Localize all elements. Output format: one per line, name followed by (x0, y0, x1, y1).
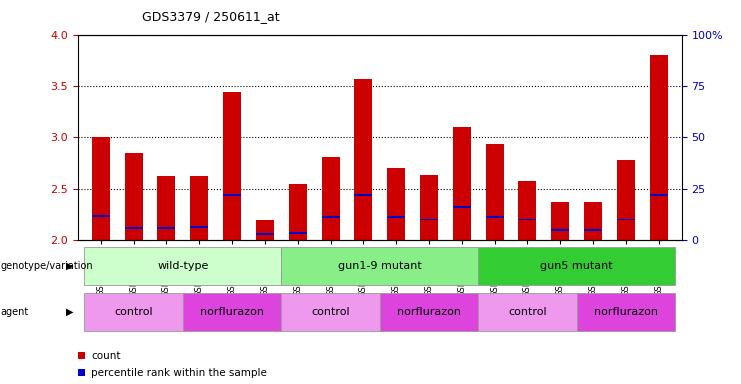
Bar (453, 206, 471, 208)
Bar (256, 220, 274, 240)
Bar (380, 293, 478, 331)
Bar (519, 182, 536, 240)
Text: GDS3379 / 250611_at: GDS3379 / 250611_at (142, 10, 280, 23)
Bar (354, 194, 373, 196)
Bar (617, 218, 635, 220)
Bar (387, 168, 405, 240)
Bar (282, 247, 478, 285)
Bar (322, 157, 339, 240)
Text: control: control (311, 307, 350, 317)
Text: wild-type: wild-type (157, 261, 208, 271)
Text: ▶: ▶ (66, 261, 73, 271)
Bar (478, 293, 576, 331)
Bar (650, 194, 668, 196)
Text: count: count (91, 351, 121, 361)
Bar (92, 137, 110, 240)
Bar (551, 202, 569, 240)
Text: norflurazon: norflurazon (200, 307, 264, 317)
Bar (478, 247, 675, 285)
Bar (183, 293, 282, 331)
Text: agent: agent (1, 307, 29, 317)
Bar (617, 160, 635, 240)
Text: control: control (508, 307, 547, 317)
Text: norflurazon: norflurazon (594, 307, 658, 317)
Bar (157, 176, 176, 240)
Bar (124, 227, 142, 228)
Bar (354, 79, 373, 240)
Bar (485, 144, 504, 240)
Bar (420, 175, 438, 240)
Text: control: control (114, 307, 153, 317)
Bar (190, 176, 208, 240)
Text: percentile rank within the sample: percentile rank within the sample (91, 368, 267, 378)
Bar (157, 227, 176, 228)
Text: genotype/variation: genotype/variation (1, 261, 93, 271)
Bar (84, 247, 282, 285)
Bar (650, 55, 668, 240)
Bar (485, 217, 504, 218)
Bar (289, 184, 307, 240)
Bar (576, 293, 675, 331)
Bar (124, 153, 142, 240)
Bar (584, 202, 602, 240)
Bar (256, 233, 274, 235)
Text: gun5 mutant: gun5 mutant (540, 261, 613, 271)
Bar (420, 218, 438, 220)
Bar (289, 232, 307, 234)
Bar (190, 226, 208, 228)
Bar (551, 229, 569, 231)
Bar (453, 127, 471, 240)
Bar (223, 92, 241, 240)
Bar (84, 293, 183, 331)
Bar (519, 218, 536, 220)
Bar (282, 293, 380, 331)
Text: ▶: ▶ (66, 307, 73, 317)
Bar (92, 215, 110, 217)
Bar (584, 229, 602, 231)
Bar (322, 217, 339, 218)
Bar (387, 217, 405, 218)
Bar (223, 194, 241, 196)
Text: norflurazon: norflurazon (397, 307, 461, 317)
Text: gun1-9 mutant: gun1-9 mutant (338, 261, 422, 271)
